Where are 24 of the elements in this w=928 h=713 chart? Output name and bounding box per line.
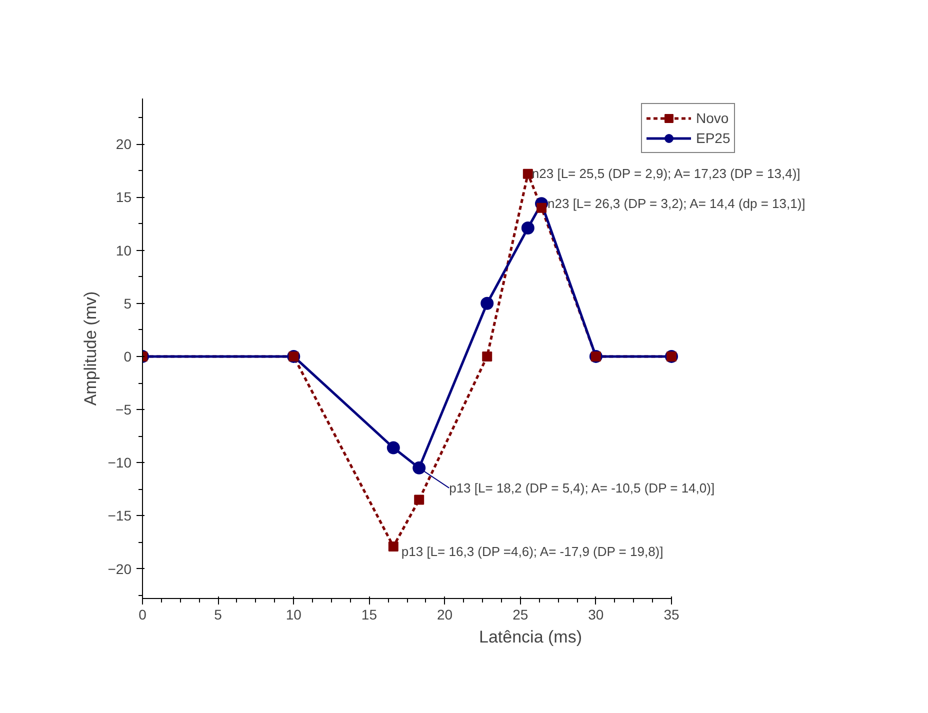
x-tick-label: 35 (664, 606, 680, 622)
x-tick-label: 20 (437, 606, 453, 622)
legend-label: EP25 (696, 130, 730, 146)
y-tick-label: 10 (116, 242, 132, 258)
x-tick-label: 5 (214, 606, 222, 622)
y-tick-label: 15 (116, 189, 132, 206)
y-tick-label: −20 (108, 560, 132, 577)
x-tick-label: 10 (286, 606, 302, 622)
x-axis-title: Latência (ms) (479, 628, 582, 646)
y-tick-label: 0 (124, 348, 132, 364)
legend-label: Novo (696, 110, 729, 126)
y-tick-label: 20 (116, 136, 132, 152)
x-tick-label: 30 (588, 606, 604, 622)
y-tick-label: 5 (124, 295, 132, 312)
x-tick-label: 15 (361, 606, 378, 622)
annotation: p13 [L= 16,3 (DP =4,6); A= -17,9 (DP = 19,8)] (401, 544, 664, 559)
annotation: n23 [L= 26,3 (DP = 3,2); A= 14,4 (dp = 13,1)] (548, 196, 806, 212)
y-tick-label: −5 (116, 402, 132, 418)
annotation: p13 [L= 18,2 (DP = 5,4); A= -10,5 (DP = 14,0)] (449, 480, 715, 496)
y-axis-title: Amplitude (mv) (80, 291, 100, 406)
y-tick-label: −10 (108, 454, 132, 471)
x-tick-label: 25 (512, 606, 528, 622)
x-tick-label: 0 (138, 606, 147, 622)
y-tick-label: −15 (108, 508, 132, 524)
